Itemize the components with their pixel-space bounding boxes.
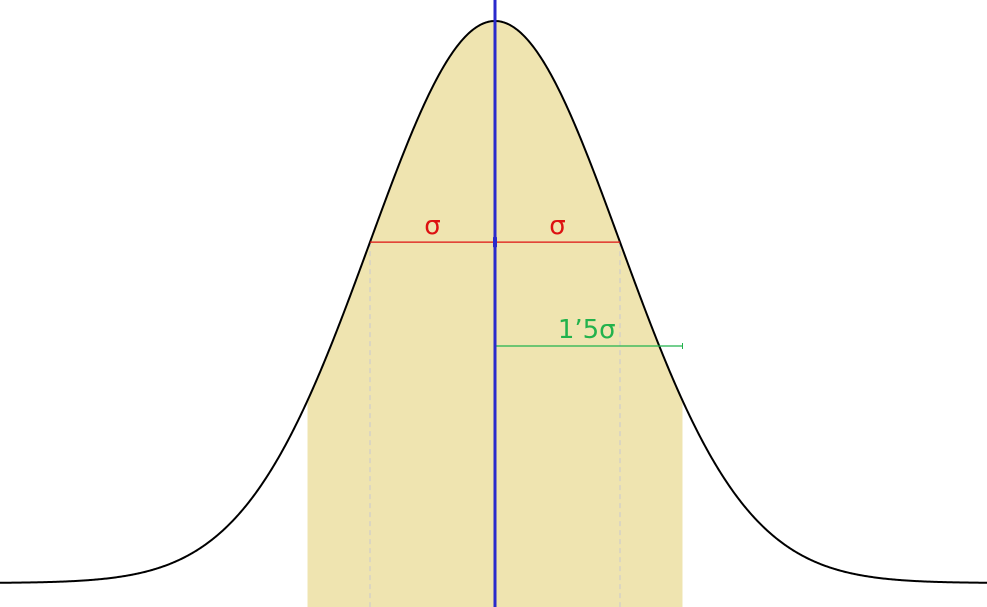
sigma-label-right: σ [549, 211, 565, 241]
offset-label: 1’5σ [558, 315, 616, 345]
mean-sigma-junction [493, 237, 497, 248]
sigma-label-left: σ [424, 211, 440, 241]
